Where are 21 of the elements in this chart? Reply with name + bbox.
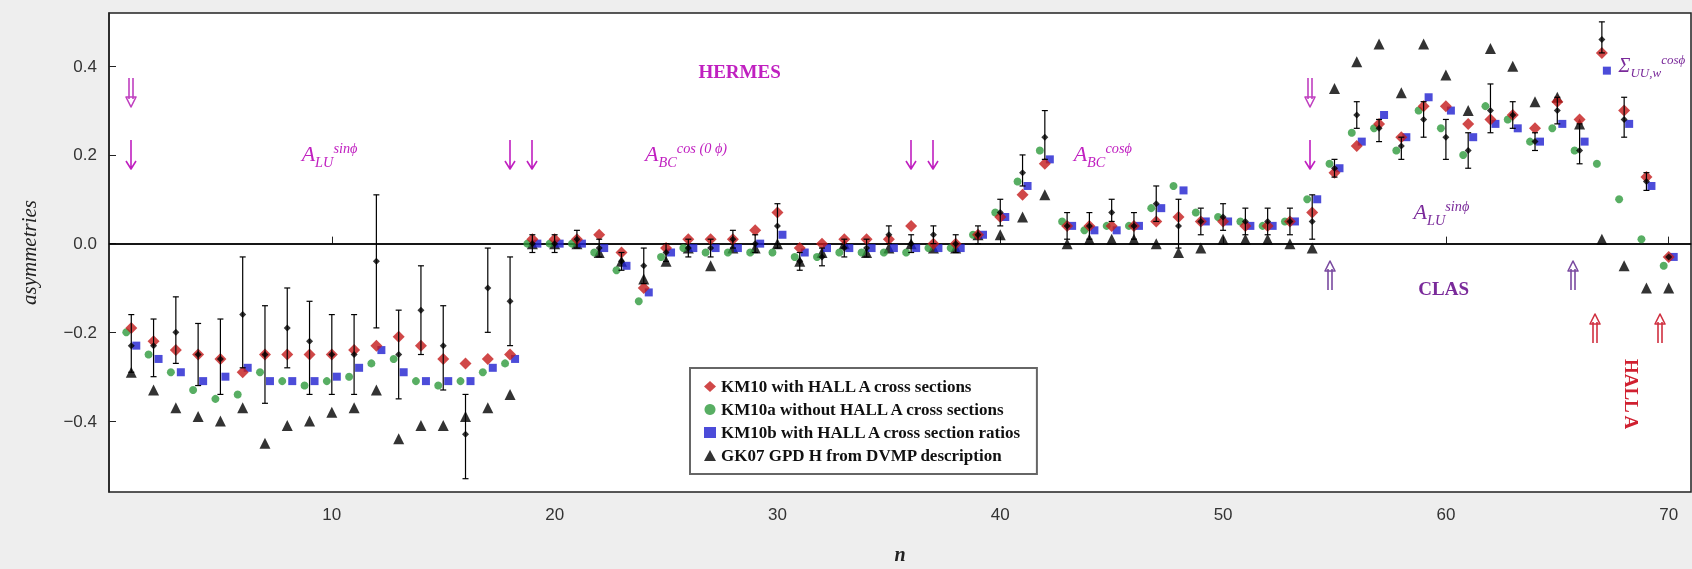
x-tick-label: 60 [1436, 505, 1456, 524]
x-axis-title: n [894, 543, 906, 565]
legend-label: GK07 GPD H from DVMP description [721, 446, 1003, 465]
y-tick-label: 0.0 [73, 234, 97, 254]
y-tick-label: −0.4 [63, 411, 97, 431]
x-tick-label: 50 [1213, 505, 1233, 524]
x-tick-label: 10 [322, 505, 342, 524]
legend-label: KM10b with HALL A cross section ratios [721, 423, 1021, 442]
legend-label: KM10a without HALL A cross sections [721, 400, 1004, 419]
annotation: HALL A [1620, 359, 1642, 430]
x-tick-label: 20 [545, 505, 565, 524]
x-tick-label: 40 [990, 505, 1010, 524]
x-tick-label: 70 [1659, 505, 1679, 524]
annotation: CLAS [1418, 277, 1470, 299]
annotation: HERMES [698, 60, 781, 82]
y-tick-label: −0.2 [63, 322, 97, 342]
y-axis-title: asymmetries [16, 200, 41, 305]
x-tick-label: 30 [767, 505, 787, 524]
y-tick-label: 0.4 [73, 56, 97, 76]
y-tick-label: 0.2 [73, 145, 97, 165]
legend-label: KM10 with HALL A cross sections [721, 377, 972, 396]
